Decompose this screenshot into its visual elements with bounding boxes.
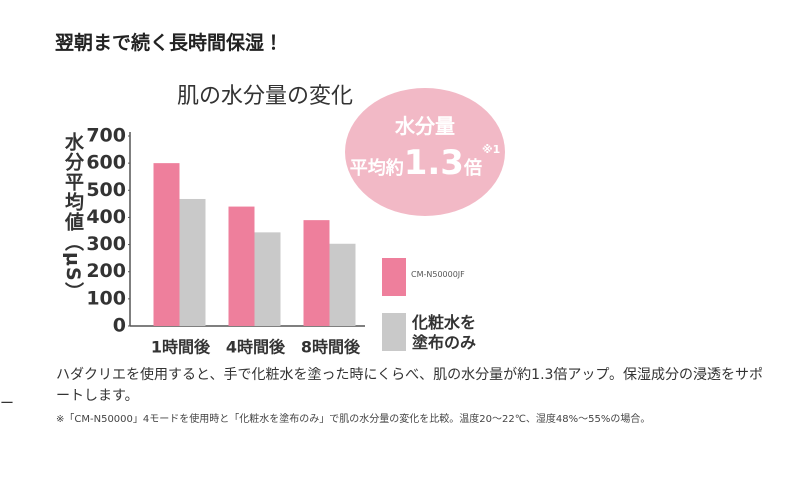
legend-swatch <box>382 258 406 296</box>
x-tick-label: 1時間後 <box>151 338 211 357</box>
badge: 水分量 平均約1.3倍 ※1 <box>345 88 505 216</box>
bar <box>179 198 206 326</box>
y-tick-label: 400 <box>86 206 126 228</box>
side-fragment: ー <box>0 396 14 412</box>
y-tick-label: 100 <box>86 287 126 309</box>
heading: 翌朝まで続く長時間保湿！ <box>55 32 284 54</box>
y-tick-label: 200 <box>86 260 126 282</box>
badge-line2: 平均約1.3倍 ※1 <box>345 143 505 183</box>
bar <box>303 220 330 326</box>
chart-title: 肌の水分量の変化 <box>177 84 353 109</box>
y-tick-label: 300 <box>86 233 126 255</box>
y-axis-label: 水分平均値（μS） <box>62 132 84 302</box>
x-tick-label: 8時間後 <box>301 338 361 357</box>
bar <box>153 163 180 326</box>
legend-label: CM-N50000JF <box>411 270 465 279</box>
y-tick-label: 0 <box>113 315 126 337</box>
y-tick-label: 500 <box>86 179 126 201</box>
footnote: ※「CM-N50000」4モードを使用時と「化粧水を塗布のみ」で肌の水分量の変化… <box>56 414 651 425</box>
badge-line1: 水分量 <box>395 114 455 138</box>
bar <box>254 232 281 326</box>
badge-note: ※1 <box>481 143 501 156</box>
legend-label: 化粧水を塗布のみ <box>412 313 477 352</box>
badge-suffix: 倍 <box>463 158 482 179</box>
badge-prefix: 平均約 <box>349 158 404 179</box>
bar <box>329 243 356 326</box>
legend-swatch <box>382 313 406 351</box>
y-tick-label: 700 <box>86 125 126 147</box>
description: ハダクリエを使用すると、手で化粧水を塗った時にくらべ、肌の水分量が約1.3倍アッ… <box>56 367 764 404</box>
badge-ratio: 1.3 <box>403 143 464 183</box>
x-tick-label: 4時間後 <box>226 338 286 357</box>
y-tick-label: 600 <box>86 152 126 174</box>
bar <box>228 206 255 326</box>
